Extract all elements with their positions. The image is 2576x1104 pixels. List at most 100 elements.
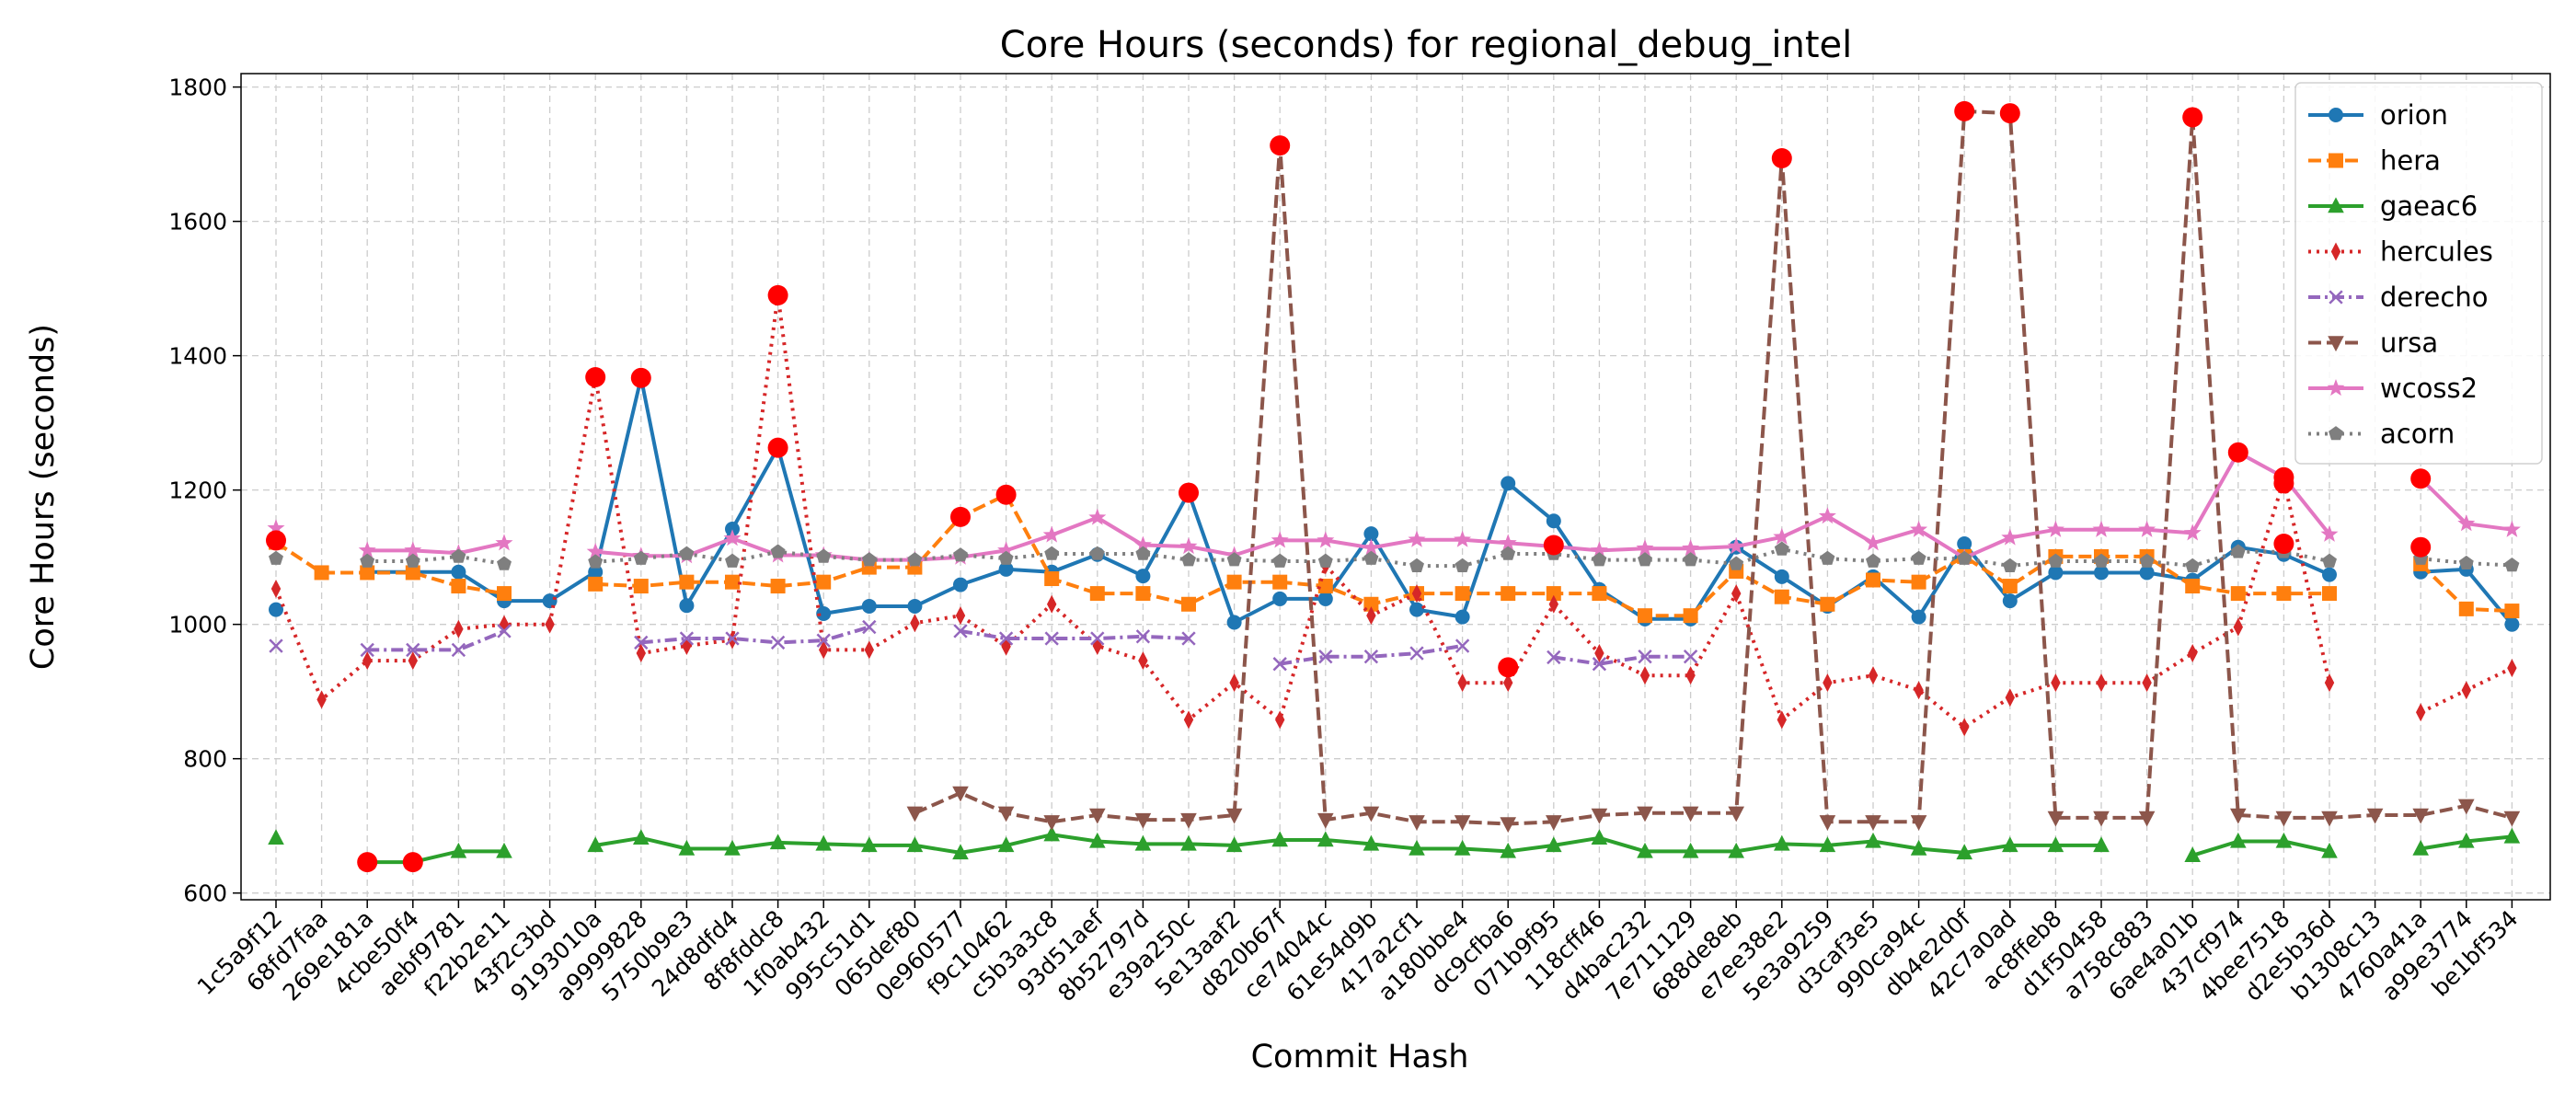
data-point xyxy=(953,577,968,592)
data-point xyxy=(1362,538,1380,556)
data-point xyxy=(451,564,466,580)
data-point xyxy=(1501,586,1516,602)
data-point xyxy=(360,565,375,581)
data-point xyxy=(1546,513,1561,529)
data-point xyxy=(2138,520,2156,537)
data-point xyxy=(1594,644,1604,663)
data-point xyxy=(1638,608,1652,624)
y-tick-label: 1600 xyxy=(168,209,227,236)
data-point xyxy=(497,624,512,638)
data-point xyxy=(1044,546,1060,560)
legend-label: ursa xyxy=(2380,328,2438,359)
highlight-point xyxy=(585,366,606,387)
data-point xyxy=(1910,520,1928,537)
data-point xyxy=(725,631,740,646)
legend-label: gaeac6 xyxy=(2380,190,2478,222)
y-tick-label: 1400 xyxy=(168,343,227,370)
x-axis-label: Commit Hash xyxy=(1251,1039,1469,1075)
data-point xyxy=(816,574,832,590)
data-point xyxy=(1317,831,1334,847)
data-point xyxy=(2046,520,2064,537)
data-point xyxy=(1546,836,1562,853)
data-point xyxy=(2185,579,2201,594)
data-point xyxy=(1317,591,1333,606)
data-point xyxy=(1774,541,1789,556)
data-point xyxy=(1455,609,1470,625)
data-point xyxy=(1682,806,1699,822)
data-point xyxy=(1683,650,1698,664)
highlight-point xyxy=(2182,107,2203,128)
data-point xyxy=(2048,565,2064,581)
data-point xyxy=(1135,569,1151,584)
legend-box xyxy=(2294,82,2543,465)
data-point xyxy=(495,534,513,551)
legend-item-derecho: derecho xyxy=(2308,282,2488,313)
data-point xyxy=(2321,842,2338,858)
data-point xyxy=(1548,594,1558,614)
data-point xyxy=(679,574,695,590)
data-point xyxy=(955,606,966,626)
data-point xyxy=(1637,806,1653,822)
data-point xyxy=(1317,579,1333,594)
data-point xyxy=(2504,558,2520,572)
data-point xyxy=(816,633,831,648)
data-point xyxy=(1728,842,1744,858)
data-point xyxy=(404,541,422,558)
highlight-point xyxy=(767,284,788,305)
data-point xyxy=(998,561,1014,577)
highlight-point xyxy=(2410,468,2432,489)
data-point xyxy=(1090,631,1105,646)
legend-item-hercules: hercules xyxy=(2308,236,2493,268)
series-hera xyxy=(269,487,2520,624)
data-point xyxy=(1819,815,1836,831)
data-point xyxy=(454,619,464,638)
data-point xyxy=(997,836,1015,853)
data-point xyxy=(2138,811,2156,827)
data-point xyxy=(2458,601,2474,616)
data-point xyxy=(588,564,604,580)
data-point xyxy=(1957,550,1972,565)
data-point xyxy=(953,624,968,638)
data-point xyxy=(451,579,466,594)
data-point xyxy=(1363,806,1380,822)
data-point xyxy=(770,579,786,594)
data-point xyxy=(1865,815,1881,831)
data-point xyxy=(2093,811,2110,827)
data-point xyxy=(1180,834,1197,851)
data-point xyxy=(861,598,877,614)
data-point xyxy=(1728,806,1744,822)
highlight-point xyxy=(1771,147,1792,168)
highlight-point xyxy=(1999,103,2020,124)
data-point xyxy=(1592,657,1607,672)
data-point xyxy=(269,638,283,653)
data-point xyxy=(2048,553,2064,568)
data-point xyxy=(952,786,969,802)
data-point xyxy=(1181,552,1196,567)
data-point xyxy=(269,550,283,565)
y-tick-label: 1200 xyxy=(168,477,227,504)
data-point xyxy=(588,554,604,569)
legend-marker xyxy=(2329,108,2343,122)
data-point xyxy=(1272,657,1287,672)
data-point xyxy=(1911,574,1926,590)
highlight-point xyxy=(630,367,651,388)
data-point xyxy=(1864,534,1882,551)
data-point xyxy=(2094,565,2109,581)
data-point xyxy=(724,839,741,856)
data-point xyxy=(1409,815,1425,831)
data-point xyxy=(1179,536,1198,555)
data-point xyxy=(2092,520,2110,537)
data-point xyxy=(1546,815,1562,831)
data-point xyxy=(2276,586,2292,602)
data-point xyxy=(1547,650,1561,665)
data-point xyxy=(770,544,786,558)
y-axis: 600 800 1000 1200 1400 1600 1800 xyxy=(168,75,241,907)
y-tick-label: 600 xyxy=(183,880,227,907)
data-point xyxy=(1275,710,1285,730)
y-tick-label: 1000 xyxy=(168,612,227,638)
data-point xyxy=(1455,638,1470,653)
data-point xyxy=(1088,508,1107,525)
highlight-point xyxy=(2410,536,2432,558)
data-point xyxy=(1135,586,1151,602)
data-point xyxy=(907,552,923,567)
